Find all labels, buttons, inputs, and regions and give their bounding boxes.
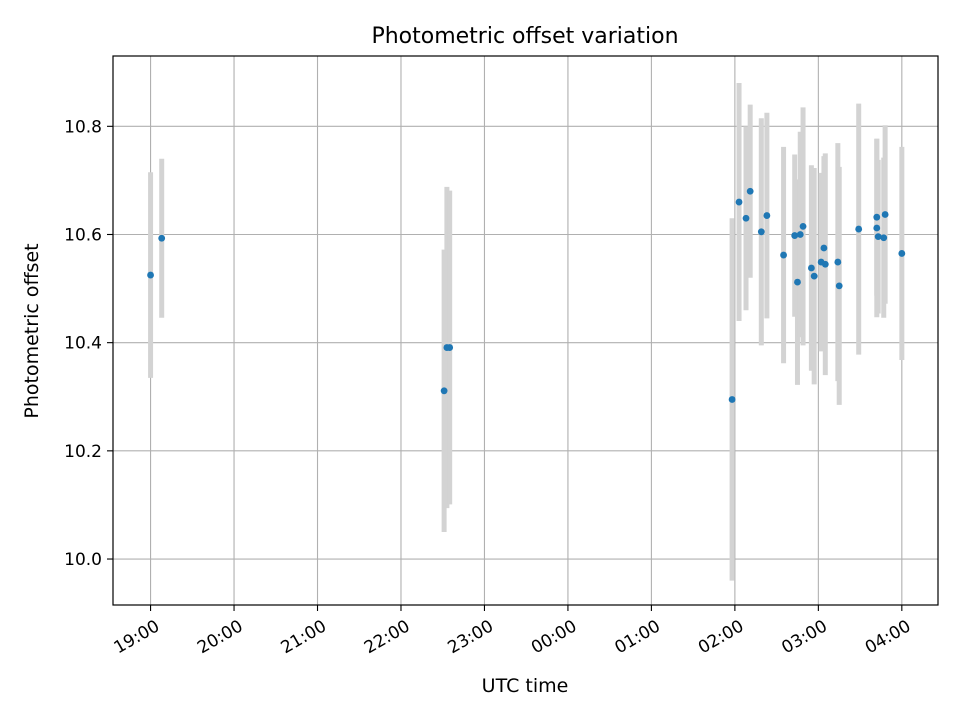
data-point <box>820 244 828 252</box>
plot-frame <box>112 55 939 606</box>
data-point <box>796 231 804 238</box>
data-point <box>763 212 771 219</box>
y-axis-ticks: 10.0 10.2 10.4 10.6 10.8 <box>64 117 113 570</box>
data-point <box>880 234 888 242</box>
data-point <box>735 198 743 206</box>
data-point <box>835 282 843 290</box>
data-point <box>446 344 454 351</box>
data-point <box>757 228 765 236</box>
data-points-layer <box>147 187 906 403</box>
data-point <box>873 224 881 232</box>
data-point <box>799 222 807 230</box>
data-point <box>742 214 750 222</box>
data-point <box>855 225 863 233</box>
x-axis-label: UTC time <box>482 675 569 697</box>
data-point <box>881 211 889 218</box>
data-point <box>807 264 815 272</box>
y-tick-label: 10.4 <box>64 334 102 354</box>
data-point <box>746 187 754 195</box>
data-point <box>791 232 799 239</box>
data-point <box>898 250 906 257</box>
data-point <box>147 271 154 279</box>
y-tick-label: 10.6 <box>64 225 102 245</box>
data-point <box>158 234 166 242</box>
y-tick-label: 10.2 <box>64 442 102 462</box>
y-axis-label: Photometric offset <box>21 243 43 418</box>
data-point <box>873 213 881 221</box>
y-tick-label: 10.8 <box>64 117 102 137</box>
data-point <box>794 278 801 286</box>
y-tick-label: 10.0 <box>64 550 102 570</box>
chart-title: Photometric offset variation <box>371 24 678 49</box>
data-point <box>780 251 787 259</box>
data-point <box>874 233 882 241</box>
data-point <box>728 396 736 403</box>
data-point <box>821 260 829 268</box>
data-point <box>810 272 818 280</box>
data-point <box>834 258 842 266</box>
data-point <box>440 387 448 395</box>
